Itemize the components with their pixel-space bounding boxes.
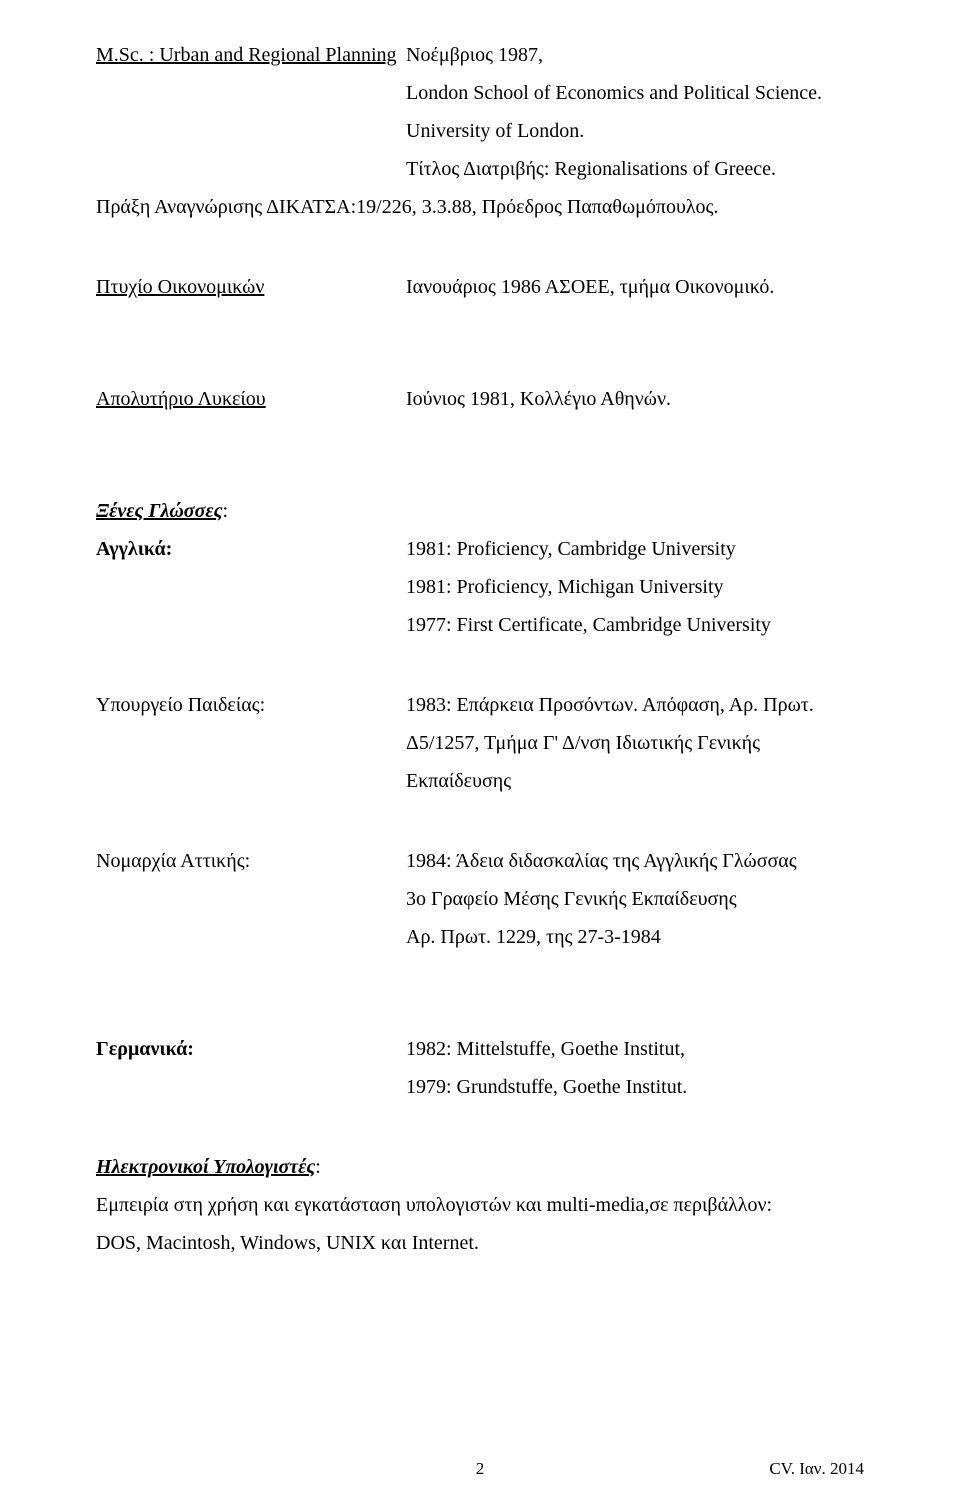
msc-line5: Πράξη Αναγνώρισης ΔΙΚΑΤΣΑ:19/226, 3.3.88… <box>96 188 864 226</box>
prefecture-row1: Νομαρχία Αττικής: 1984: Άδεια διδασκαλία… <box>96 842 864 880</box>
msc-date: Νοέμβριος 1987, <box>406 36 864 74</box>
english-row2: 1981: Proficiency, Michigan University <box>96 568 864 606</box>
page: M.Sc. : Urban and Regional Planning Νοέμ… <box>0 0 960 1505</box>
ministry-l1: 1983: Επάρκεια Προσόντων. Απόφαση, Αρ. Π… <box>406 686 864 724</box>
languages-heading: Ξένες Γλώσσες <box>96 500 222 522</box>
english-l1: 1981: Proficiency, Cambridge University <box>406 530 864 568</box>
msc-line4: Τίτλος Διατριβής: Regionalisations of Gr… <box>406 150 864 188</box>
computers-heading: Ηλεκτρονικοί Υπολογιστές <box>96 1156 315 1178</box>
english-label: Αγγλικά: <box>96 530 406 568</box>
ministry-row1: Υπουργείο Παιδείας: 1983: Επάρκεια Προσό… <box>96 686 864 724</box>
english-l2: 1981: Proficiency, Michigan University <box>406 568 864 606</box>
lyceum-row: Απολυτήριο Λυκείου Ιούνιος 1981, Κολλέγι… <box>96 380 864 418</box>
german-l2: 1979: Grundstuffe, Goethe Institut. <box>406 1068 864 1106</box>
econ-label: Πτυχίο Οικονομικών <box>96 268 406 306</box>
german-label: Γερμανικά: <box>96 1030 406 1068</box>
econ-value: Ιανουάριος 1986 ΑΣΟΕΕ, τμήμα Οικονομικό. <box>406 268 864 306</box>
ministry-label: Υπουργείο Παιδείας: <box>96 686 406 724</box>
lyceum-label: Απολυτήριο Λυκείου <box>96 380 406 418</box>
page-number: 2 <box>96 1453 864 1485</box>
prefecture-l3: Αρ. Πρωτ. 1229, της 27-3-1984 <box>406 918 864 956</box>
languages-heading-row: Ξένες Γλώσσες: <box>96 492 864 530</box>
english-row3: 1977: First Certificate, Cambridge Unive… <box>96 606 864 644</box>
msc-line3: University of London. <box>406 112 864 150</box>
ministry-l2: Δ5/1257, Τμήμα Γ' Δ/νση Ιδιωτικής Γενική… <box>406 724 864 800</box>
msc-line2: London School of Economics and Political… <box>406 74 864 112</box>
prefecture-row3: Αρ. Πρωτ. 1229, της 27-3-1984 <box>96 918 864 956</box>
english-row1: Αγγλικά: 1981: Proficiency, Cambridge Un… <box>96 530 864 568</box>
prefecture-row2: 3ο Γραφείο Μέσης Γενικής Εκπαίδευσης <box>96 880 864 918</box>
lyceum-value: Ιούνιος 1981, Κολλέγιο Αθηνών. <box>406 380 864 418</box>
footer: 2 CV. Ιαν. 2014 <box>96 1453 864 1485</box>
prefecture-label: Νομαρχία Αττικής: <box>96 842 406 880</box>
econ-row: Πτυχίο Οικονομικών Ιανουάριος 1986 ΑΣΟΕΕ… <box>96 268 864 306</box>
msc-label: M.Sc. : Urban and Regional Planning <box>96 36 406 74</box>
english-l3: 1977: First Certificate, Cambridge Unive… <box>406 606 864 644</box>
msc-line3-row: University of London. <box>96 112 864 150</box>
msc-row: M.Sc. : Urban and Regional Planning Νοέμ… <box>96 36 864 74</box>
msc-line2-row: London School of Economics and Political… <box>96 74 864 112</box>
computers-heading-row: Ηλεκτρονικοί Υπολογιστές: <box>96 1148 864 1186</box>
msc-line4-row: Τίτλος Διατριβής: Regionalisations of Gr… <box>96 150 864 188</box>
german-row2: 1979: Grundstuffe, Goethe Institut. <box>96 1068 864 1106</box>
prefecture-l2: 3ο Γραφείο Μέσης Γενικής Εκπαίδευσης <box>406 880 864 918</box>
computers-l1: Εμπειρία στη χρήση και εγκατάσταση υπολο… <box>96 1186 864 1224</box>
german-row1: Γερμανικά: 1982: Mittelstuffe, Goethe In… <box>96 1030 864 1068</box>
ministry-row2: Δ5/1257, Τμήμα Γ' Δ/νση Ιδιωτικής Γενική… <box>96 724 864 800</box>
german-l1: 1982: Mittelstuffe, Goethe Institut, <box>406 1030 864 1068</box>
computers-l2: DOS, Macintosh, Windows, UNIX και Intern… <box>96 1224 864 1262</box>
prefecture-l1: 1984: Άδεια διδασκαλίας της Αγγλικής Γλώ… <box>406 842 864 880</box>
